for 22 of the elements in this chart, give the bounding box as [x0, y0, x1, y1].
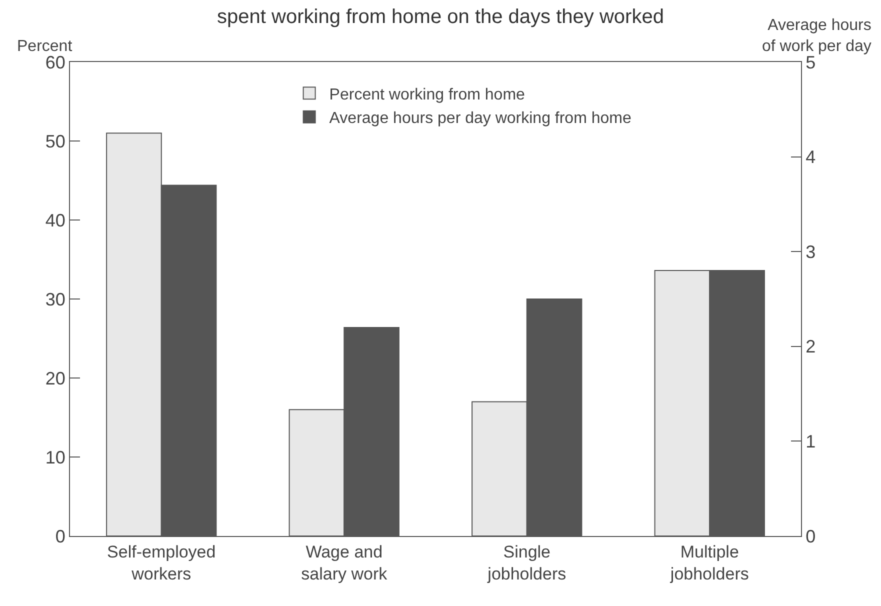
y2-tick-label: 1 — [806, 432, 816, 452]
y-tick-label: 50 — [45, 131, 66, 152]
x-tick-label: Wage and salary work — [301, 542, 388, 584]
x-tick-label: Self-employed workers — [107, 542, 216, 584]
x-tick-label: Single jobholders — [486, 542, 566, 584]
y2-tick-label: 0 — [806, 526, 816, 546]
chart-title: spent working from home on the days they worked — [217, 6, 664, 28]
y-axis-title: Percent — [17, 38, 73, 55]
y2-tick-label: 3 — [806, 242, 816, 262]
y-tick-label: 10 — [45, 447, 66, 468]
y2-tick-label: 2 — [806, 336, 816, 357]
y-tick-label: 20 — [45, 368, 66, 388]
y-tick-label: 0 — [55, 526, 66, 546]
y2-tick-label: 4 — [806, 147, 816, 168]
y-tick-label: 60 — [45, 52, 66, 72]
y2-tick-label: 5 — [806, 52, 816, 72]
legend-label: Percent working from home — [329, 86, 526, 104]
y-tick-label: 40 — [45, 210, 66, 230]
x-tick-label: Multiple jobholders — [669, 542, 749, 584]
y2-axis-title: Average hours of work per day — [762, 17, 872, 55]
legend-label: Average hours per day working from home — [329, 110, 632, 128]
y-tick-label: 30 — [45, 289, 66, 310]
